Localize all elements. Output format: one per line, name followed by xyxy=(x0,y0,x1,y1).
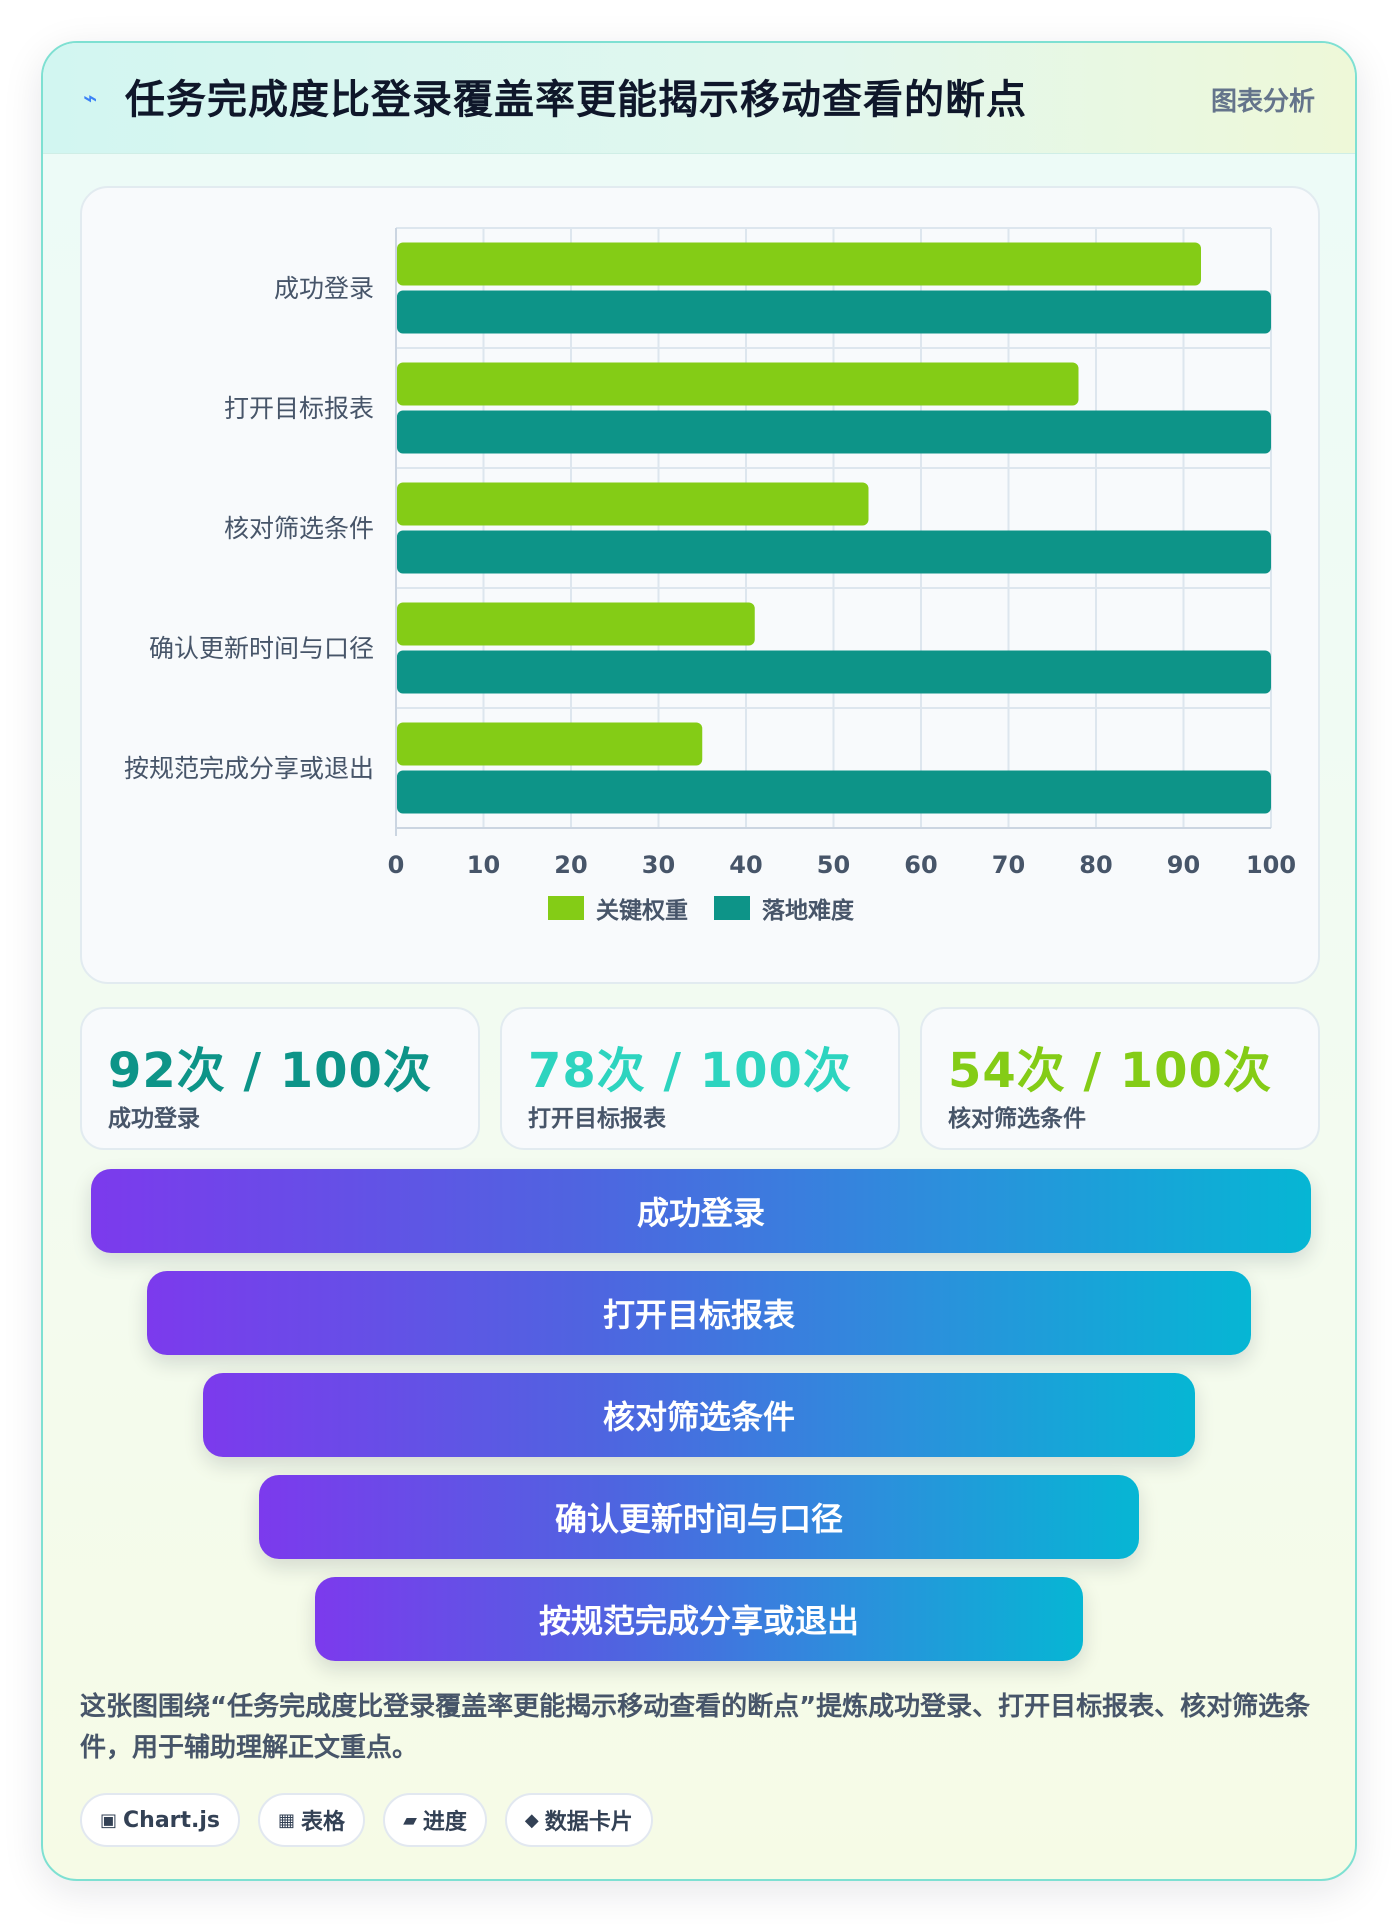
page-title: 任务完成度比登录覆盖率更能揭示移动查看的断点 xyxy=(125,77,1027,123)
stat-value: 78次 / 100次 xyxy=(528,1043,852,1099)
x-tick-label: 40 xyxy=(729,851,762,879)
chart-card: ⌁ 任务完成度比登录覆盖率更能揭示移动查看的断点 图表分析 成功登录 打开目标报表… xyxy=(41,41,1357,1881)
x-tick-label: 90 xyxy=(1167,851,1200,879)
chart-panel: 成功登录打开目标报表 核对筛选条件确认更新时间与口径按规范完成分享或退出 0 10 20… xyxy=(80,186,1320,984)
legend-label: 关键权重 xyxy=(596,897,688,924)
chip-chartjs[interactable]: ▣ Chart.js xyxy=(80,1793,241,1847)
card-header: ⌁ 任务完成度比登录覆盖率更能揭示移动查看的断点 图表分析 xyxy=(43,43,1355,154)
x-tick-label: 70 xyxy=(992,851,1025,879)
y-tick-label: 核对筛选条件 xyxy=(224,514,374,543)
bar-key-weight xyxy=(397,482,869,526)
stat-label: 核对筛选条件 xyxy=(948,1106,1086,1132)
stat-label: 打开目标报表 xyxy=(528,1106,666,1132)
x-tick-label: 0 xyxy=(388,851,405,879)
tag-chips: ▣ Chart.js ▦ 表格 ▰ 进度 ◆ 数据卡片 xyxy=(80,1793,653,1847)
chip-progress[interactable]: ▰ 进度 xyxy=(383,1793,487,1847)
chart-caption: 这张图围绕“任务完成度比登录覆盖率更能揭示移动查看的断点”提炼成功登录、打开目标… xyxy=(80,1692,1311,1763)
y-tick-label: 按规范完成分享或退出 xyxy=(124,754,374,783)
funnel-step-5: 按规范完成分享或退出 xyxy=(315,1577,1083,1661)
bar-key-weight xyxy=(397,722,703,766)
bar-difficulty xyxy=(397,770,1271,814)
chip-label: 进度 xyxy=(422,1810,467,1835)
bar-key-weight xyxy=(397,602,755,646)
bar-difficulty xyxy=(397,290,1271,334)
x-tick-label: 60 xyxy=(904,851,937,879)
x-tick-label: 10 xyxy=(467,851,500,879)
stat-value: 54次 / 100次 xyxy=(948,1043,1272,1099)
y-tick-label: 确认更新时间与口径 xyxy=(149,634,374,663)
chart-icon: ▣ xyxy=(100,1809,118,1831)
bar-key-weight xyxy=(397,242,1201,286)
legend-swatch xyxy=(548,896,584,920)
progress-icon: ▰ xyxy=(403,1809,417,1831)
header-tag: 图表分析 xyxy=(1210,87,1315,117)
diamond-icon: ◆ xyxy=(524,1809,539,1831)
bar-difficulty xyxy=(397,650,1271,694)
funnel-step-2: 打开目标报表 xyxy=(147,1271,1251,1355)
y-tick-label: 成功登录 xyxy=(274,274,374,303)
legend-label: 落地难度 xyxy=(762,897,855,924)
stat-card-3: 54次 / 100次 核对筛选条件 xyxy=(920,1007,1320,1150)
stat-card-2: 78次 / 100次 打开目标报表 xyxy=(500,1007,900,1150)
y-tick-label: 打开目标报表 xyxy=(224,394,374,423)
chip-label: Chart.js xyxy=(123,1807,221,1833)
funnel-step-4: 确认更新时间与口径 xyxy=(259,1475,1139,1559)
lightning-icon: ⌁ xyxy=(83,84,98,112)
stat-label: 成功登录 xyxy=(108,1106,200,1132)
chip-data-card[interactable]: ◆ 数据卡片 xyxy=(504,1793,653,1847)
x-tick-label: 20 xyxy=(554,851,587,879)
stat-card-1: 92次 / 100次 成功登录 xyxy=(80,1007,480,1150)
chip-table[interactable]: ▦ 表格 xyxy=(258,1793,366,1847)
x-tick-label: 100 xyxy=(1246,851,1296,879)
table-icon: ▦ xyxy=(278,1809,296,1831)
bar-key-weight xyxy=(397,362,1079,406)
funnel-step-1: 成功登录 xyxy=(91,1169,1311,1253)
x-tick-label: 30 xyxy=(642,851,675,879)
bar-difficulty xyxy=(397,410,1271,454)
bar-difficulty xyxy=(397,530,1271,574)
x-tick-label: 50 xyxy=(817,851,850,879)
stat-value: 92次 / 100次 xyxy=(108,1043,432,1099)
funnel-step-3: 核对筛选条件 xyxy=(203,1373,1195,1457)
chip-label: 表格 xyxy=(301,1810,346,1835)
chip-label: 数据卡片 xyxy=(544,1810,633,1835)
legend-swatch xyxy=(714,896,750,920)
x-tick-label: 80 xyxy=(1079,851,1112,879)
